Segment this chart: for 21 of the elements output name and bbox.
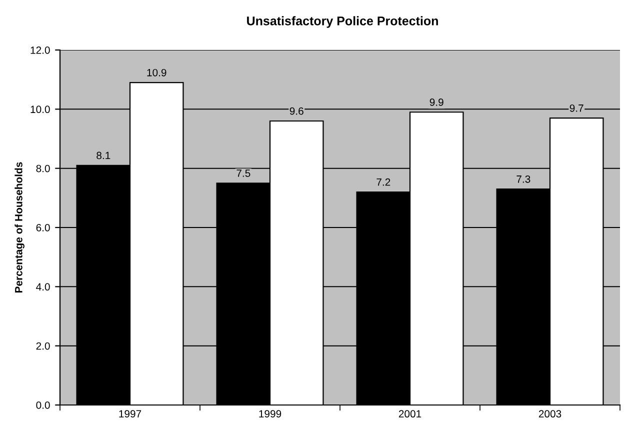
y-tick-label: 8.0 [36, 164, 50, 172]
x-tick-label: 2003 [538, 410, 562, 418]
y-tick-label: 0.0 [36, 402, 50, 409]
x-tick-label: 2001 [398, 410, 422, 418]
chart-title: Unsatisfactory Police Protection [247, 16, 438, 28]
y-tick-label: 6.0 [36, 224, 50, 232]
y-tick-label: 12.0 [30, 46, 50, 54]
data-label: 7.5 [236, 170, 250, 177]
data-label: 9.9 [430, 98, 444, 106]
data-label: 8.1 [96, 152, 110, 160]
data-label: 10.9 [147, 68, 166, 76]
data-label: 7.2 [376, 178, 390, 186]
x-tick-label: 1999 [259, 410, 282, 418]
y-tick-label: 2.0 [36, 342, 50, 350]
y-tick-label: 4.0 [36, 283, 50, 291]
y-tick-label: 10.0 [30, 106, 50, 114]
data-label: 9.6 [290, 107, 304, 115]
x-tick-label: 1997 [119, 410, 142, 418]
data-label: 7.3 [516, 175, 530, 183]
data-label: 9.7 [570, 104, 584, 112]
y-axis-title: Percentage of Households [14, 162, 24, 292]
